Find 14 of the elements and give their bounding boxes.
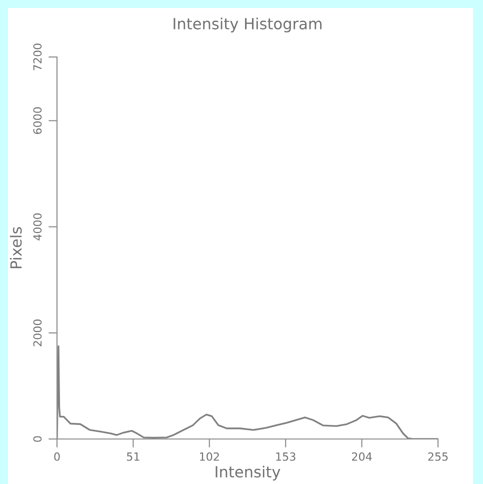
x-axis-title: Intensity [216, 466, 280, 481]
y-tick-label: 4000 [33, 213, 42, 240]
x-tick-label: 51 [126, 452, 140, 461]
x-tick-label: 153 [276, 452, 296, 461]
x-tick-label: 255 [428, 452, 448, 461]
chart-title: Intensity Histogram [174, 18, 322, 32]
y-tick-label: 6000 [33, 107, 42, 134]
y-tick-label: 0 [33, 436, 42, 442]
x-tick-label: 0 [54, 452, 60, 461]
y-axis-title: Pixels [10, 227, 22, 268]
x-tick-label: 102 [200, 452, 219, 461]
y-tick-label: 2000 [33, 319, 42, 346]
y-tick-label: 7200 [33, 44, 42, 70]
x-tick-label: 204 [352, 452, 372, 461]
